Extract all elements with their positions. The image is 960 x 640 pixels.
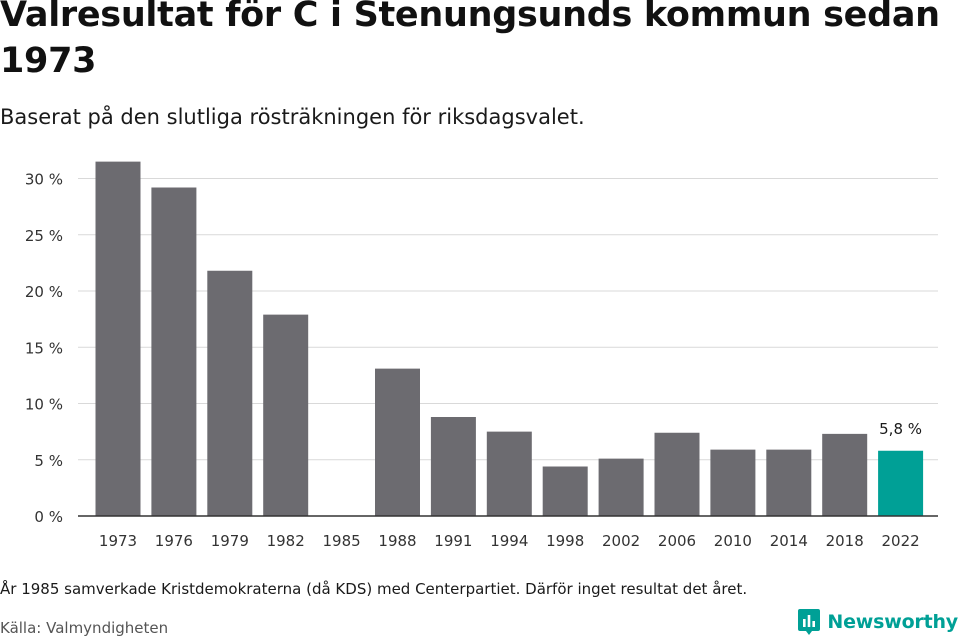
y-tick-label-30: 30 % bbox=[25, 171, 63, 189]
bar-1976 bbox=[151, 187, 197, 516]
gridlines bbox=[78, 178, 938, 461]
bar-1998 bbox=[542, 466, 588, 516]
x-tick-label-2010: 2010 bbox=[714, 532, 752, 550]
bar-1979 bbox=[207, 270, 253, 516]
x-tick-label-1988: 1988 bbox=[378, 532, 416, 550]
x-tick-label-1998: 1998 bbox=[546, 532, 584, 550]
bar-1988 bbox=[375, 368, 420, 516]
y-tick-label-0: 0 % bbox=[34, 508, 63, 526]
bar-2002 bbox=[598, 458, 644, 516]
x-tick-label-2014: 2014 bbox=[770, 532, 808, 550]
x-tick-label-1979: 1979 bbox=[211, 532, 249, 550]
bar-1982 bbox=[263, 314, 309, 516]
x-axis-tick-labels: 1973 1976 1979 1982 1985 1988 1991 1994 1998 2002… bbox=[99, 532, 920, 550]
x-tick-label-1991: 1991 bbox=[434, 532, 472, 550]
bar-2018 bbox=[822, 433, 868, 516]
x-tick-label-1973: 1973 bbox=[99, 532, 137, 550]
data-label-2022: 5,8 % bbox=[879, 420, 922, 438]
bar-2022 bbox=[878, 450, 924, 516]
footnote: År 1985 samverkade Kristdemokraterna (då… bbox=[0, 580, 748, 598]
bars bbox=[78, 161, 938, 517]
newsworthy-logo-icon bbox=[798, 609, 821, 635]
source-credit: Källa: Valmyndigheten bbox=[0, 619, 169, 637]
chart-title: Valresultat för C i Stenungsunds kommun … bbox=[0, 0, 940, 81]
bar-2014 bbox=[766, 449, 812, 516]
brand-logo-group: Newsworthy bbox=[797, 608, 958, 636]
x-tick-label-2022: 2022 bbox=[882, 532, 920, 550]
y-tick-label-10: 10 % bbox=[25, 396, 63, 414]
x-tick-label-2002: 2002 bbox=[602, 532, 640, 550]
x-tick-label-1982: 1982 bbox=[267, 532, 305, 550]
bar-2010 bbox=[710, 449, 756, 516]
annotations: 5,8 % bbox=[879, 420, 922, 438]
bar-1994 bbox=[486, 431, 532, 516]
bar-1973 bbox=[95, 161, 141, 516]
y-tick-label-20: 20 % bbox=[25, 283, 63, 301]
bar-1991 bbox=[430, 417, 476, 516]
bar-chart: 0 %5 %10 %15 %20 %25 %30 % 1973 1976 1979 1… bbox=[25, 161, 938, 550]
x-tick-label-1985: 1985 bbox=[323, 532, 361, 550]
y-tick-label-15: 15 % bbox=[25, 339, 63, 357]
x-tick-label-1976: 1976 bbox=[155, 532, 193, 550]
y-tick-label-5: 5 % bbox=[34, 452, 63, 470]
y-axis-tick-labels: 0 % 5 % 10 % 15 % 20 % 25 % 30 % bbox=[25, 171, 63, 527]
x-tick-label-2006: 2006 bbox=[658, 532, 696, 550]
chart-subtitle: Baserat på den slutliga rösträkningen fö… bbox=[0, 105, 585, 129]
x-tick-label-1994: 1994 bbox=[490, 532, 528, 550]
y-tick-label-25: 25 % bbox=[25, 227, 63, 245]
bar-2006 bbox=[654, 432, 700, 516]
brand-name: Newsworthy bbox=[827, 611, 958, 633]
x-tick-label-2018: 2018 bbox=[826, 532, 864, 550]
